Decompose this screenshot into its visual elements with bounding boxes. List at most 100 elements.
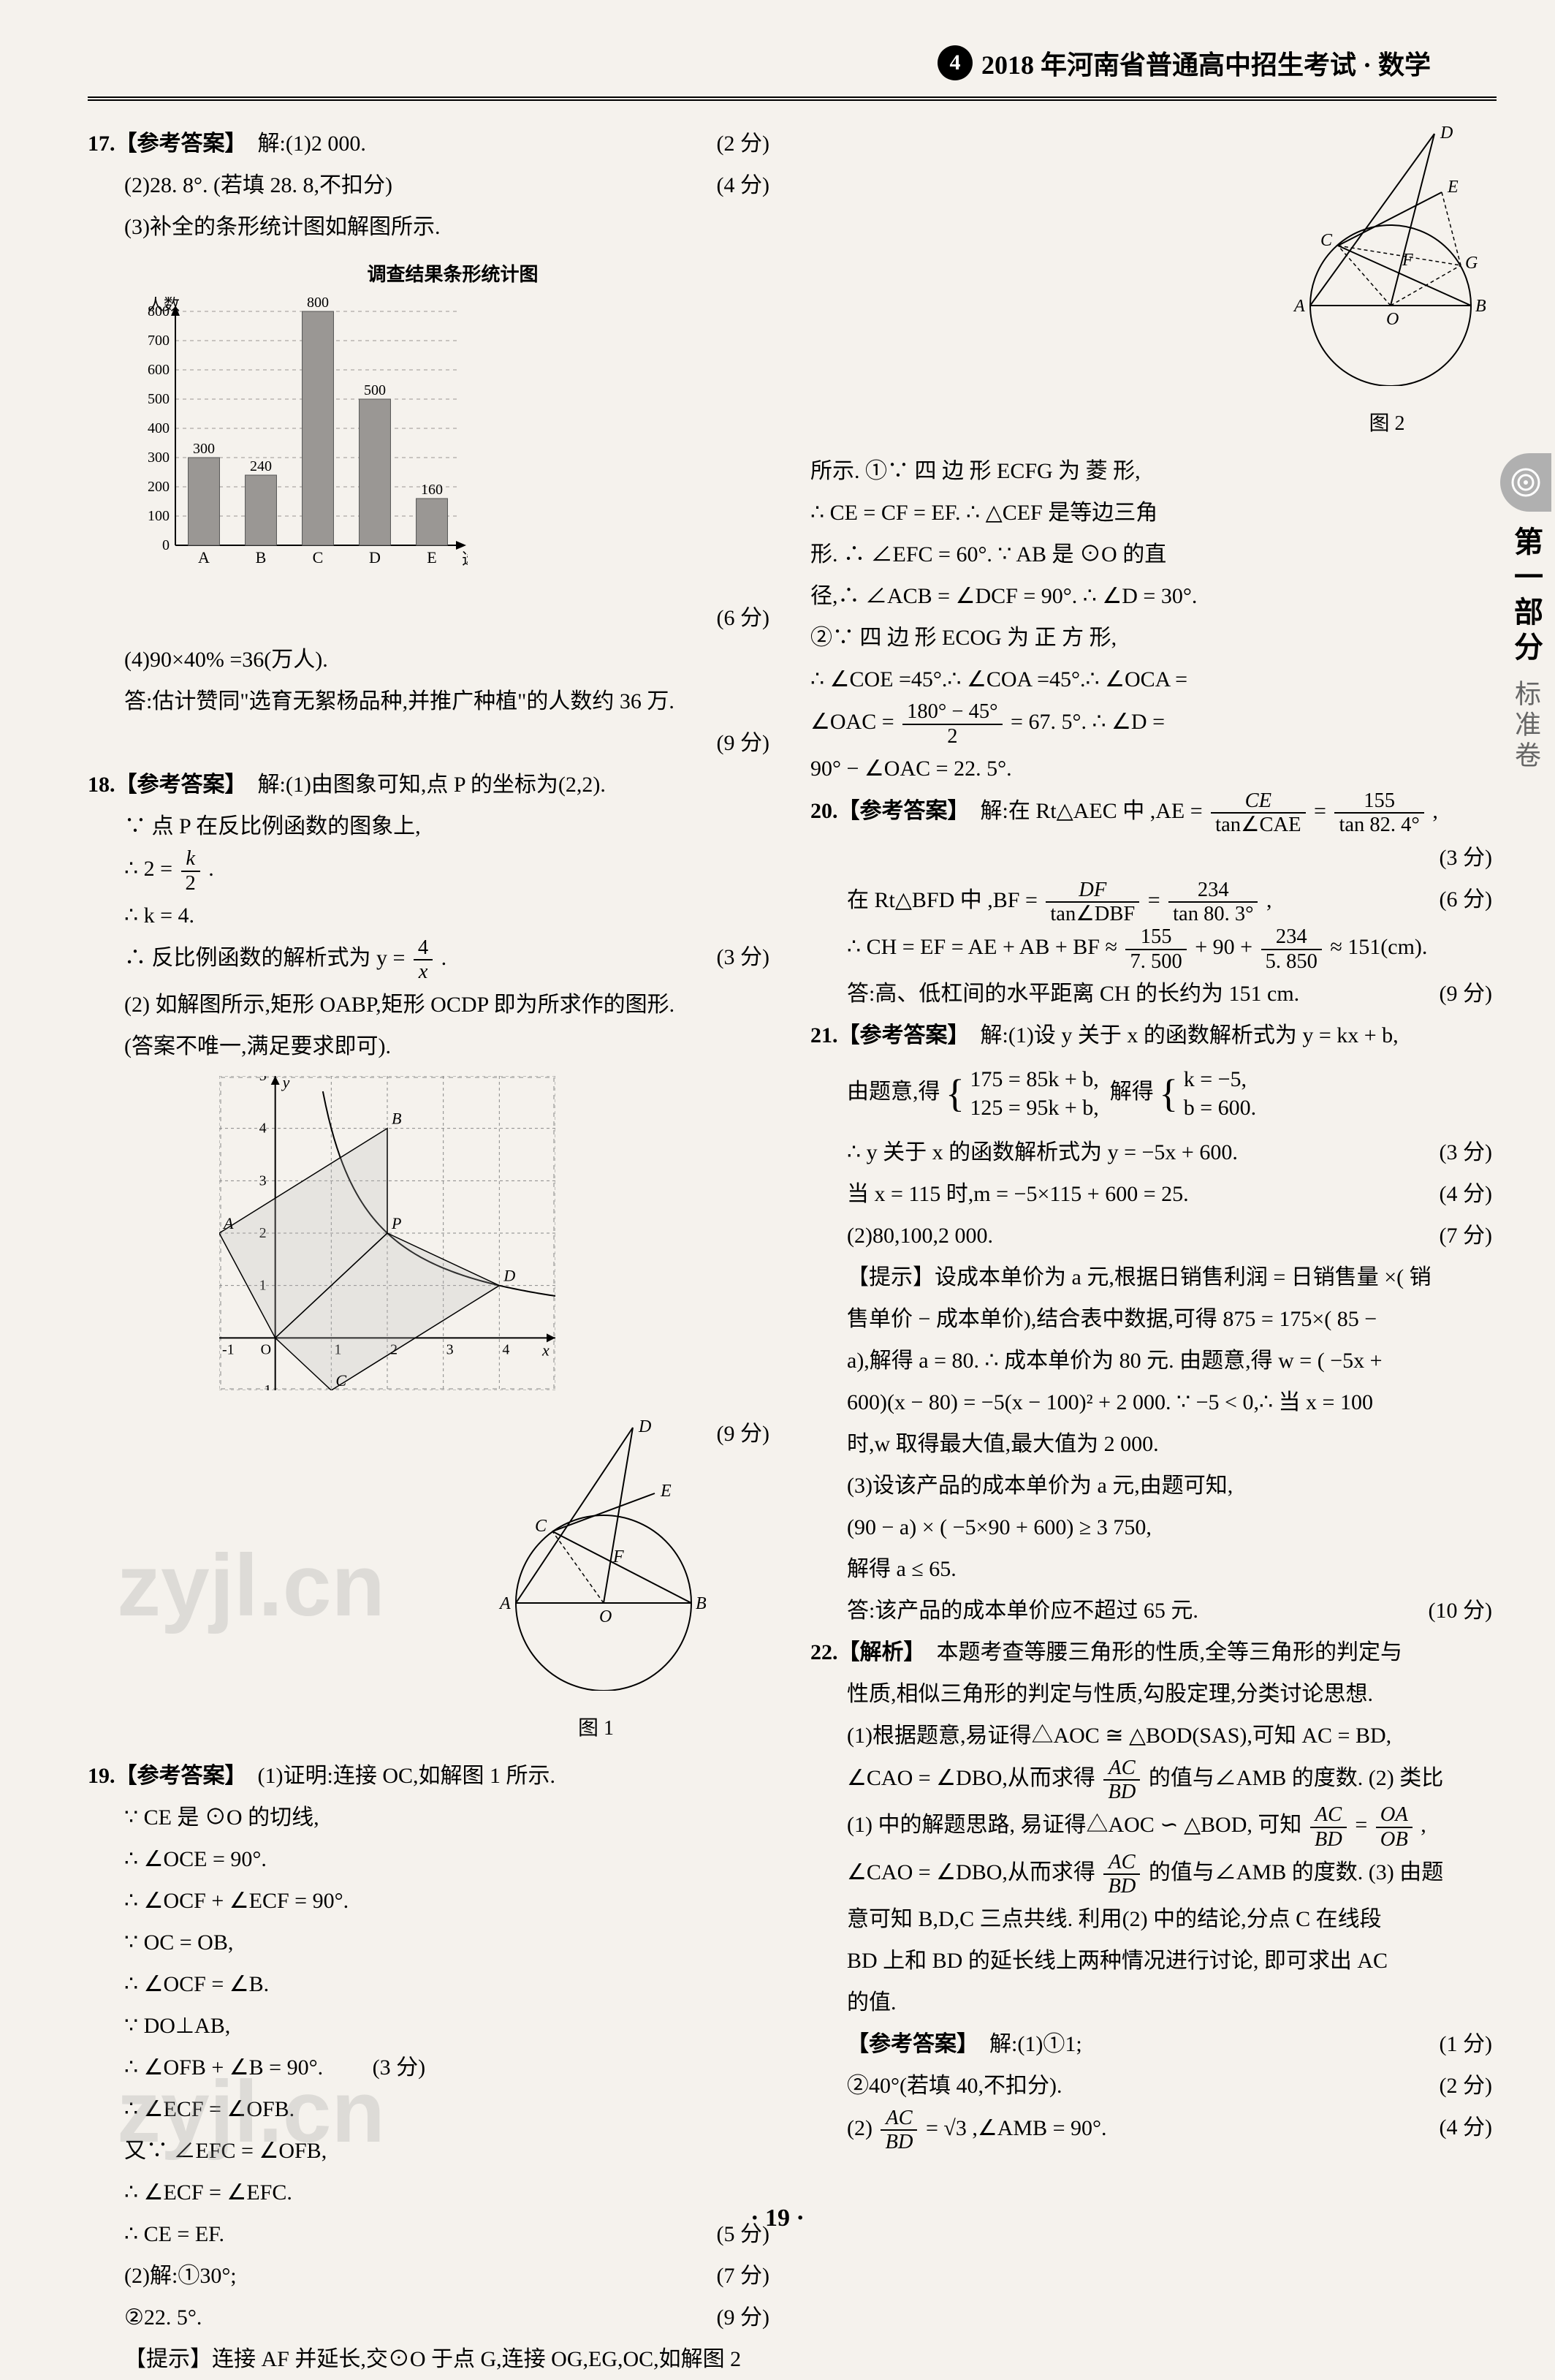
q20-eq: = <box>1314 799 1331 823</box>
q22-f4d: BD <box>881 2131 917 2153</box>
q18-l4-score: (3 分) <box>717 936 769 978</box>
svg-text:500: 500 <box>148 391 170 407</box>
q19-p2b: ②22. 5°. <box>124 2305 202 2330</box>
svg-text:5: 5 <box>259 1076 267 1084</box>
svg-text:x: x <box>541 1341 550 1359</box>
q18-l3: ∴ k = 4. <box>88 895 774 936</box>
svg-text:700: 700 <box>148 333 170 349</box>
q22-p1: 本题考查等腰三角形的性质,全等三角形的判定与 <box>937 1640 1403 1664</box>
q22-a2: ②40°(若填 40,不扣分). <box>847 2074 1062 2098</box>
q22-f1n: AC <box>1103 1756 1140 1781</box>
q17-p1-val: 2 000. <box>311 132 366 156</box>
q20-p2b: , <box>1266 888 1272 912</box>
svg-text:-1: -1 <box>222 1341 235 1357</box>
q19b-frac-den: 2 <box>902 725 1002 748</box>
left-column: 17.【参考答案】 解:(1)2 000. (2 分) (2)28. 8°. (… <box>88 123 774 2380</box>
q21-label: 21.【参考答案】 <box>810 1023 970 1047</box>
target-icon <box>1500 453 1551 512</box>
q21-s10: (10 分) <box>1429 1590 1492 1631</box>
q20-s3: (3 分) <box>1440 837 1492 879</box>
q18-l4-den: x <box>414 960 433 983</box>
q22-p5b: , <box>1421 1813 1426 1837</box>
header-rule <box>88 96 1497 101</box>
q22-f2bd: OB <box>1376 1828 1413 1851</box>
q19-p2a: (2)解:①30°; <box>124 2264 237 2288</box>
q20-f2d: tan 82. 4° <box>1334 814 1423 836</box>
q18-p2b: (答案不唯一,满足要求即可). <box>88 1026 774 1067</box>
svg-text:160: 160 <box>421 482 443 498</box>
q21-sys-pre: 由题意,得 <box>847 1080 940 1104</box>
page-number: · 19 · <box>0 2205 1555 2232</box>
svg-text:100: 100 <box>148 508 170 524</box>
q20-p2a: 在 Rt△BFD 中 ,BF = <box>847 888 1043 912</box>
q21-p5: (3)设该产品的成本单价为 a 元,由题可知, <box>810 1465 1497 1507</box>
q20-eq2: = <box>1148 888 1166 912</box>
q20-f6n: 234 <box>1261 925 1322 950</box>
q21-sys-mid: 解得 <box>1110 1080 1154 1104</box>
svg-text:y: y <box>281 1076 290 1091</box>
q22-f4n: AC <box>881 2107 917 2131</box>
q17-p2-score: (4 分) <box>717 164 769 206</box>
q22-p8: BD 上和 BD 的延长线上两种情况进行讨论, 即可求出 AC <box>810 1940 1497 1982</box>
svg-text:G: G <box>1465 254 1478 273</box>
q21-s7: (7 分) <box>1440 1215 1492 1257</box>
svg-text:4: 4 <box>259 1120 267 1136</box>
side-tab-text-1: 第一部分 <box>1505 526 1547 667</box>
q22-p5a: (1) 中的解题思路, 易证得△AOC ∽ △BOD, 可知 <box>847 1813 1301 1837</box>
page-header: 4 2018 年河南省普通高中招生考试 · 数学 <box>88 44 1497 82</box>
svg-text:C: C <box>313 548 324 566</box>
q21-s4: (4 分) <box>1440 1173 1492 1215</box>
side-tab-text-2: 标准卷 <box>1507 680 1545 772</box>
q22-eq: = <box>1355 1813 1372 1837</box>
q21-p6: (90 − a) × ( −5×90 + 600) ≥ 3 750, <box>810 1507 1497 1548</box>
svg-text:C: C <box>535 1517 547 1536</box>
q19b-l0: 所示. ①∵ 四 边 形 ECFG 为 菱 形, <box>810 450 1497 492</box>
svg-text:4: 4 <box>502 1341 509 1357</box>
q20-p1a: 解:在 Rt△AEC 中 ,AE = <box>981 799 1209 823</box>
q18-l2-num: k <box>181 847 200 871</box>
q19-fig2-caption: 图 2 <box>1277 404 1497 443</box>
q19b-last: 90° − ∠OAC = 22. 5°. <box>810 748 1497 789</box>
svg-text:A: A <box>222 1214 234 1232</box>
svg-text:A: A <box>198 548 210 566</box>
svg-text:E: E <box>1447 178 1459 197</box>
q21-p7: 解得 a ≤ 65. <box>810 1548 1497 1590</box>
svg-text:C: C <box>1320 231 1333 250</box>
header-title: 2018 年河南省普通高中招生考试 · 数学 <box>981 44 1431 82</box>
q19-p2b-score: (9 分) <box>717 2297 769 2338</box>
q19-p1: (1)证明:连接 OC,如解图 1 所示. <box>258 1764 556 1788</box>
q20-p3a: ∴ CH = EF = AE + AB + BF ≈ <box>847 935 1122 959</box>
q18-l1: ∵ 点 P 在反比例函数的图象上, <box>88 806 774 847</box>
q22-a3b: = √3 ,∠AMB = 90°. <box>926 2116 1107 2140</box>
svg-text:800: 800 <box>307 297 329 311</box>
q21-h1: 【提示】设成本单价为 a 元,根据日销售利润 = 日销售量 ×( 销 <box>810 1257 1497 1298</box>
svg-text:400: 400 <box>148 420 170 436</box>
q21-p8: 答:该产品的成本单价应不超过 65 元. <box>847 1599 1198 1623</box>
q22-a3a: (2) <box>847 2116 872 2140</box>
q19-s3: (3 分) <box>373 2055 425 2080</box>
q19-l7: ∴ ∠ECF = ∠OFB. <box>88 2088 774 2130</box>
svg-text:D: D <box>369 548 381 566</box>
q21-h5: 时,w 取得最大值,最大值为 2 000. <box>810 1423 1497 1465</box>
q22-p3: (1)根据题意,易证得△AOC ≅ △BOD(SAS),可知 AC = BD, <box>810 1715 1497 1756</box>
header-circle-number: 4 <box>938 45 973 80</box>
q22-p4b: 的值与∠AMB 的度数. (2) 类比 <box>1149 1766 1443 1790</box>
q19b-frac-b: = 67. 5°. ∴ ∠D = <box>1011 710 1165 734</box>
q18-l4b: . <box>441 946 447 970</box>
q19-l5: ∵ DO⊥AB, <box>88 2005 774 2047</box>
q19-l3: ∵ OC = OB, <box>88 1922 774 1963</box>
q21-s3: (3 分) <box>1440 1132 1492 1173</box>
svg-text:O: O <box>261 1341 271 1357</box>
side-tab: 第一部分 标准卷 <box>1497 453 1555 772</box>
q19b-l1: ∴ CE = CF = EF. ∴ △CEF 是等边三角 <box>810 492 1497 534</box>
q22-f2ad: BD <box>1310 1828 1347 1851</box>
svg-text:300: 300 <box>193 441 215 457</box>
q20-p3b: ≈ 151(cm). <box>1330 935 1427 959</box>
q19-label: 19.【参考答案】 <box>88 1764 247 1788</box>
q18-l4a: ∴ 反比例函数的解析式为 y = <box>124 946 411 970</box>
q17-p3-score: (6 分) <box>717 597 769 639</box>
svg-text:300: 300 <box>148 450 170 466</box>
svg-text:D: D <box>503 1266 515 1284</box>
q20-f1d: tan∠CAE <box>1211 814 1305 836</box>
q17-p5-score: (9 分) <box>717 722 769 764</box>
